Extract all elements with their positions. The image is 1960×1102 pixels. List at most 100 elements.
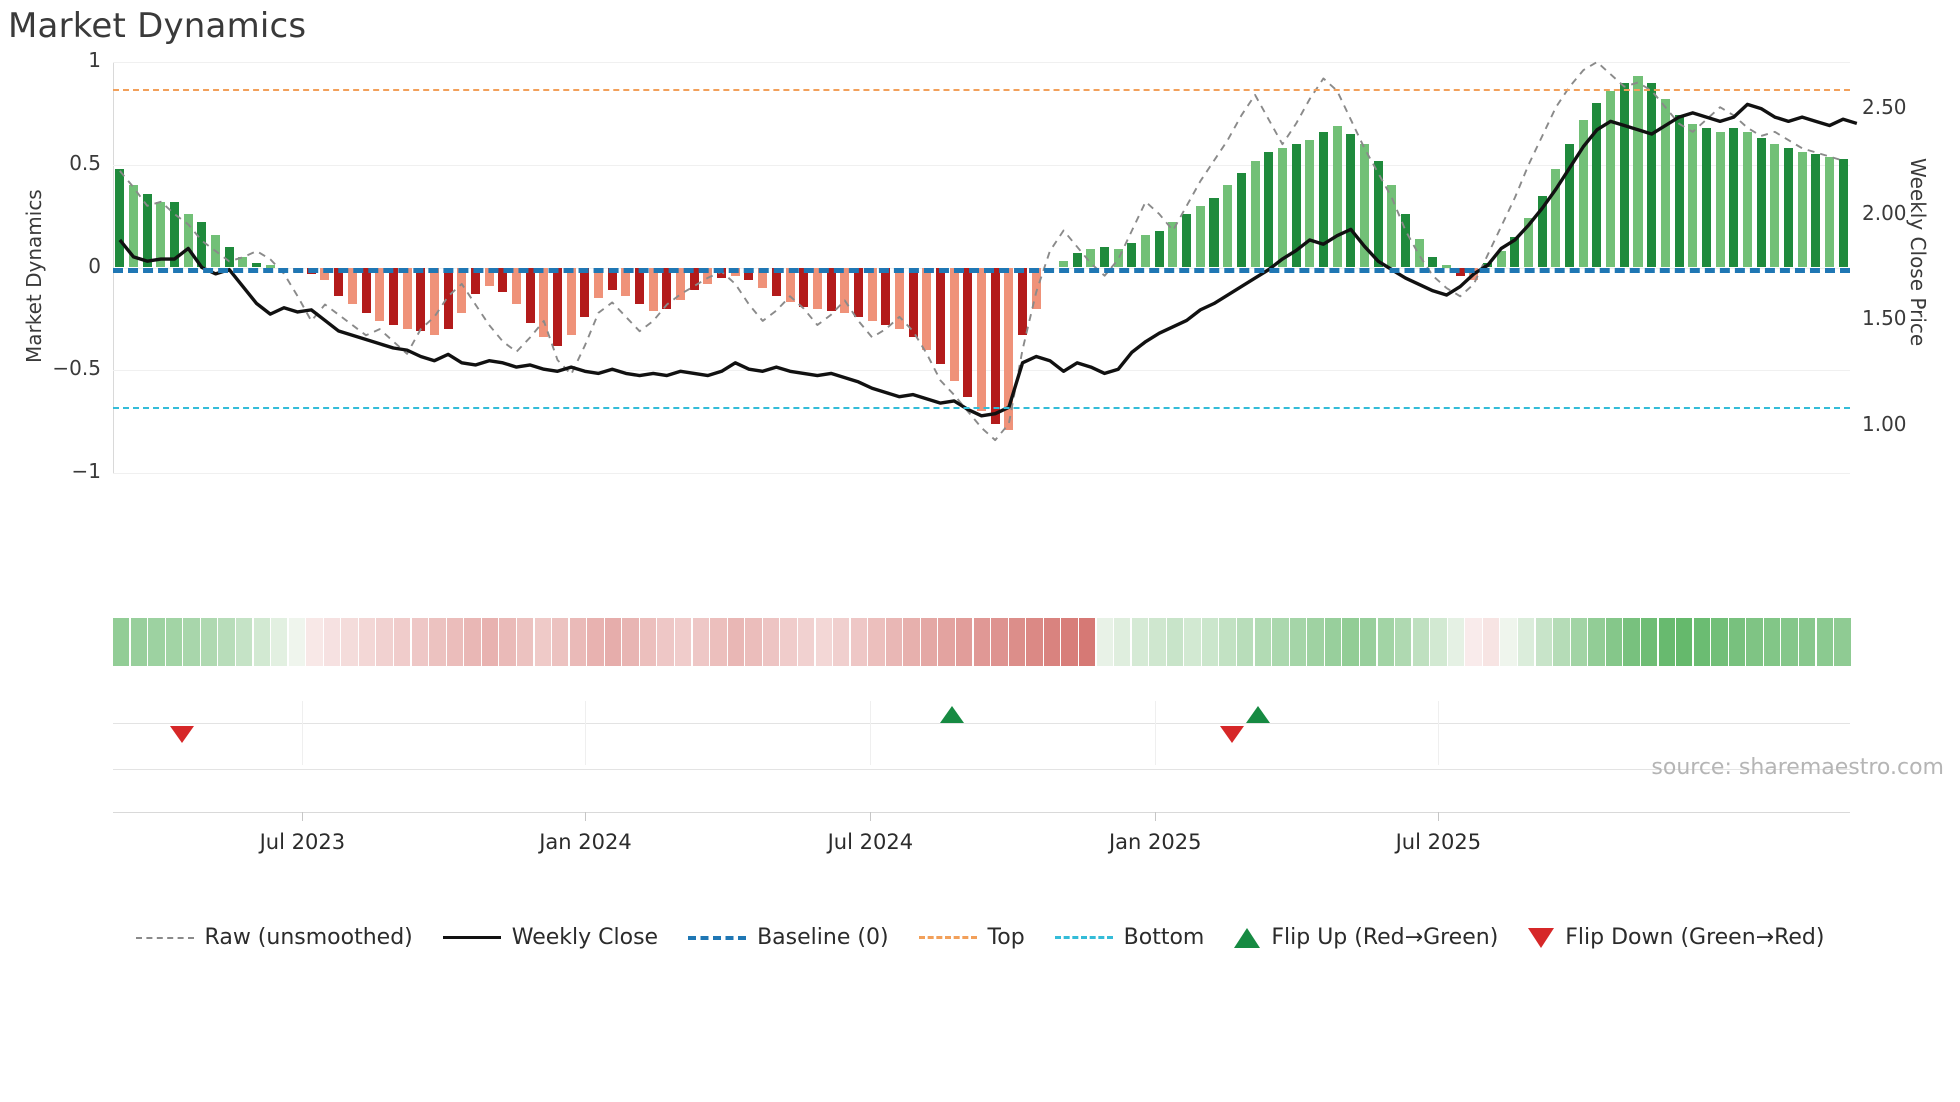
bar [252,263,262,268]
heatmap-cell [1412,618,1429,666]
heatmap-cell [411,618,428,666]
legend-item[interactable]: Flip Down (Green→Red) [1528,925,1824,950]
legend-item[interactable]: Bottom [1054,925,1204,950]
heatmap-cell [200,618,218,666]
bar [197,222,207,268]
heatmap-cell [1465,618,1482,666]
heatmap-cell [1799,618,1816,666]
heatmap-cell [885,618,903,666]
left-axis-label: Market Dynamics [22,188,46,363]
heatmap-cell [692,618,709,666]
gridline-4 [113,473,1850,474]
bar [1264,152,1274,268]
heatmap-cell [1359,618,1377,666]
heatmap-cell [850,618,867,666]
x-tick-label: Jul 2023 [259,830,346,854]
flip-down-marker[interactable] [170,726,195,743]
bar [1537,195,1547,268]
bar [334,267,344,297]
bar [1059,261,1069,268]
heatmap-cell [920,618,938,666]
legend-item[interactable]: Top [918,925,1025,950]
heatmap-cell [1816,618,1833,666]
legend-item[interactable]: Flip Up (Red→Green) [1234,925,1498,950]
bar [1086,249,1096,268]
legend-item[interactable]: Weekly Close [442,925,658,950]
gridline-0 [113,62,1850,63]
heatmap-cell [1237,618,1254,666]
left-tick-label: 1 [88,48,101,72]
regime-heatmap-strip [113,618,1851,666]
flip-panel-gridline-1 [113,769,1850,770]
bar [785,267,795,303]
x-tick-label: Jul 2025 [1395,830,1482,854]
heatmap-cell [1166,618,1184,666]
right-tick-label: 1.00 [1862,412,1907,437]
flip-up-marker[interactable] [1245,706,1270,723]
gridline-1 [113,164,1850,166]
heatmap-cell [973,618,990,666]
bar [1797,152,1807,268]
bar [511,267,521,305]
x-tick-label: Jan 2025 [1108,830,1202,854]
bar [375,267,385,321]
bar [635,267,645,305]
heatmap-cell [1078,618,1096,666]
heatmap-cell [1746,618,1763,666]
bar-series [113,62,1850,473]
heatmap-cell [604,618,622,666]
heatmap-cell [868,618,885,666]
bar [1031,267,1041,309]
flip-down-marker[interactable] [1219,726,1244,743]
heatmap-cell [499,618,516,666]
heatmap-cell [235,618,253,666]
heatmap-cell [1711,618,1728,666]
left-tick-label: 0.5 [69,150,101,175]
right-axis-label: Weekly Close Price [1906,157,1930,346]
heatmap-cell [991,618,1008,666]
heatmap-cell [394,618,411,666]
bar [1113,249,1123,268]
left-tick-label: −1 [71,459,101,483]
dashed-cyan-line-icon [1054,936,1113,939]
bar [320,267,330,280]
source-credit: source: sharemaestro.com [1651,755,1944,780]
heatmap-cell [815,618,832,666]
heatmap-cell [1553,618,1570,666]
legend-item-label: Flip Up (Red→Green) [1271,925,1499,950]
bar [1496,251,1506,268]
bar [1756,138,1766,268]
flip-up-marker[interactable] [939,706,964,723]
flip-marker-panel [113,681,1850,770]
x-tick-mark [302,812,304,821]
bar [1414,238,1424,268]
heatmap-cell [1447,618,1465,666]
bar [1660,98,1670,268]
x-tick-label: Jul 2024 [827,830,914,854]
bar [539,267,549,338]
flip-panel-tick-guide [870,701,872,765]
bar [662,267,672,309]
bar [1688,123,1698,268]
bar [1578,119,1588,268]
legend-item[interactable]: Baseline (0) [688,925,889,950]
right-tick-label: 2.50 [1862,94,1907,119]
bar [1305,140,1315,268]
bar [607,267,617,291]
page-title: Market Dynamics [8,6,307,46]
right-tick-label: 2.00 [1862,200,1907,225]
bar [484,267,494,286]
bar [142,193,152,268]
legend-item[interactable]: Raw (unsmoothed) [135,925,413,950]
bar [1400,214,1410,268]
left-tick-label: 0 [88,253,101,278]
heatmap-cell [569,618,586,666]
bar [1783,148,1793,268]
heatmap-cell [1658,618,1675,666]
reference-line-top [113,88,1850,91]
bar [744,267,754,280]
bar [1729,127,1739,268]
heatmap-cell [1272,618,1289,666]
heatmap-cell [218,618,235,666]
heatmap-cell [1535,618,1552,666]
